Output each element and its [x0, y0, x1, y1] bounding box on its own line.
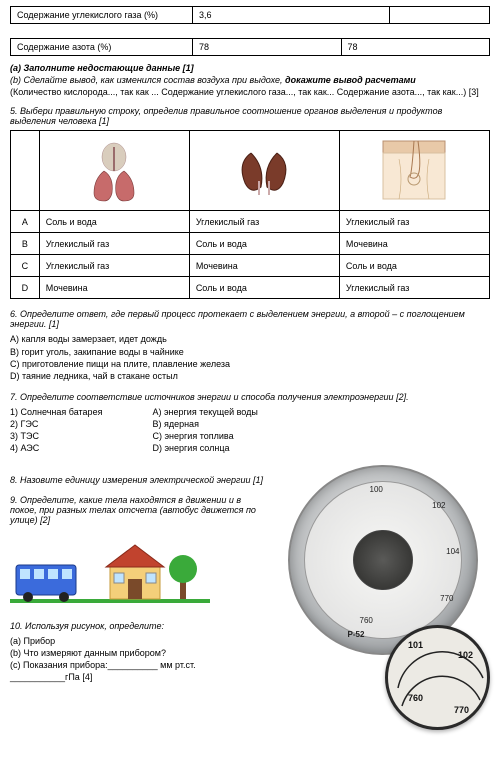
q6-block: 6. Определите ответ, где первый процесс … — [10, 309, 490, 382]
table-row: Содержание азота (%) 78 78 — [11, 39, 490, 56]
q8-title: 8. Назовите единицу измерения электричес… — [10, 475, 265, 485]
table-row: Содержание углекислого газа (%) 3,6 — [11, 7, 490, 24]
co2-v2 — [389, 7, 489, 24]
q5-img-kidneys — [189, 131, 339, 211]
q5-title: 5. Выбери правильную строку, определив п… — [10, 106, 490, 126]
co2-label: Содержание углекислого газа (%) — [11, 7, 193, 24]
instruction-block: (а) Заполните недостающие данные [1] (b)… — [10, 62, 490, 98]
q10-c: (c) Показания прибора:__________ мм рт.с… — [10, 659, 265, 671]
n2-v2: 78 — [341, 39, 490, 56]
q7-right: D) энергия солнца — [152, 442, 257, 454]
q7-left: 2) ГЭС — [10, 418, 102, 430]
q6-opt: B) горит уголь, закипание воды в чайнике — [10, 346, 490, 358]
n2-table: Содержание азота (%) 78 78 — [10, 38, 490, 56]
q10-title: 10. Используя рисунок, определите: — [10, 621, 265, 631]
table-row: AСоль и водаУглекислый газУглекислый газ — [11, 211, 490, 233]
q10-b: (b) Что измеряют данным прибором? — [10, 647, 265, 659]
q10-c2: ___________гПа [4] — [10, 671, 265, 683]
n2-v1: 78 — [193, 39, 341, 56]
co2-v1: 3,6 — [193, 7, 390, 24]
q10-a: (a) Прибор — [10, 635, 265, 647]
table-row: DМочевинаСоль и водаУглекислый газ — [11, 277, 490, 299]
q7-left: 4) АЭС — [10, 442, 102, 454]
q6-opt: C) приготовление пищи на плите, плавлени… — [10, 358, 490, 370]
instr-b-lead: (b) Сделайте вывод, как изменился состав… — [10, 75, 285, 85]
n2-label: Содержание азота (%) — [11, 39, 193, 56]
q5-img-lungs — [39, 131, 189, 211]
magnifier-icon: 101 102 760 770 — [385, 625, 490, 730]
table-row: BУглекислый газСоль и водаМочевина — [11, 233, 490, 255]
q9-block: 9. Определите, какие тела находятся в дв… — [10, 495, 265, 525]
q6-opt: A) капля воды замерзает, идет дождь — [10, 333, 490, 345]
q7-left: 1) Солнечная батарея — [10, 406, 102, 418]
co2-table: Содержание углекислого газа (%) 3,6 — [10, 6, 490, 24]
q9-title: 9. Определите, какие тела находятся в дв… — [10, 495, 265, 525]
q7-left: 3) ТЭС — [10, 430, 102, 442]
q8-block: 8. Назовите единицу измерения электричес… — [10, 475, 265, 485]
q5-img-skin — [339, 131, 489, 211]
instr-b-bold: докажите вывод расчетами — [285, 75, 416, 85]
q5-image-row — [11, 131, 490, 211]
instr-b-tail: (Количество кислорода..., так как ... Со… — [10, 86, 490, 98]
q10-block: 10. Используя рисунок, определите: (a) П… — [10, 621, 265, 684]
q5-table: AСоль и водаУглекислый газУглекислый газ… — [10, 130, 490, 299]
q6-opt: D) таяние ледника, чай в стакане остыл — [10, 370, 490, 382]
table-row: CУглекислый газМочевинаСоль и вода — [11, 255, 490, 277]
barometer-figure: 100 102 104 770 760 Р-52 101 102 760 770 — [275, 465, 490, 730]
q7-title: 7. Определите соответствие источников эн… — [10, 392, 490, 402]
q7-right: C) энергия топлива — [152, 430, 257, 442]
instr-a: (а) Заполните недостающие данные [1] — [10, 63, 194, 73]
q7-right: A) энергия текущей воды — [152, 406, 257, 418]
q5-img-blank — [11, 131, 40, 211]
bus-house-scene — [10, 531, 265, 611]
q7-right: B) ядерная — [152, 418, 257, 430]
q6-title: 6. Определите ответ, где первый процесс … — [10, 309, 490, 329]
q7-block: 7. Определите соответствие источников эн… — [10, 392, 490, 455]
